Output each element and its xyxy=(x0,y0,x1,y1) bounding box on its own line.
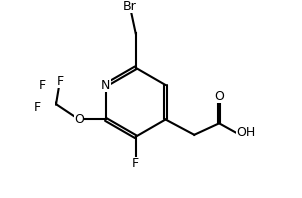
Text: Br: Br xyxy=(123,0,137,13)
Text: O: O xyxy=(74,113,84,126)
Text: F: F xyxy=(33,102,40,114)
Text: F: F xyxy=(56,75,63,88)
Text: F: F xyxy=(132,157,139,170)
Text: N: N xyxy=(101,79,111,91)
Text: OH: OH xyxy=(236,126,255,139)
Text: O: O xyxy=(214,90,224,103)
Text: F: F xyxy=(39,79,46,91)
